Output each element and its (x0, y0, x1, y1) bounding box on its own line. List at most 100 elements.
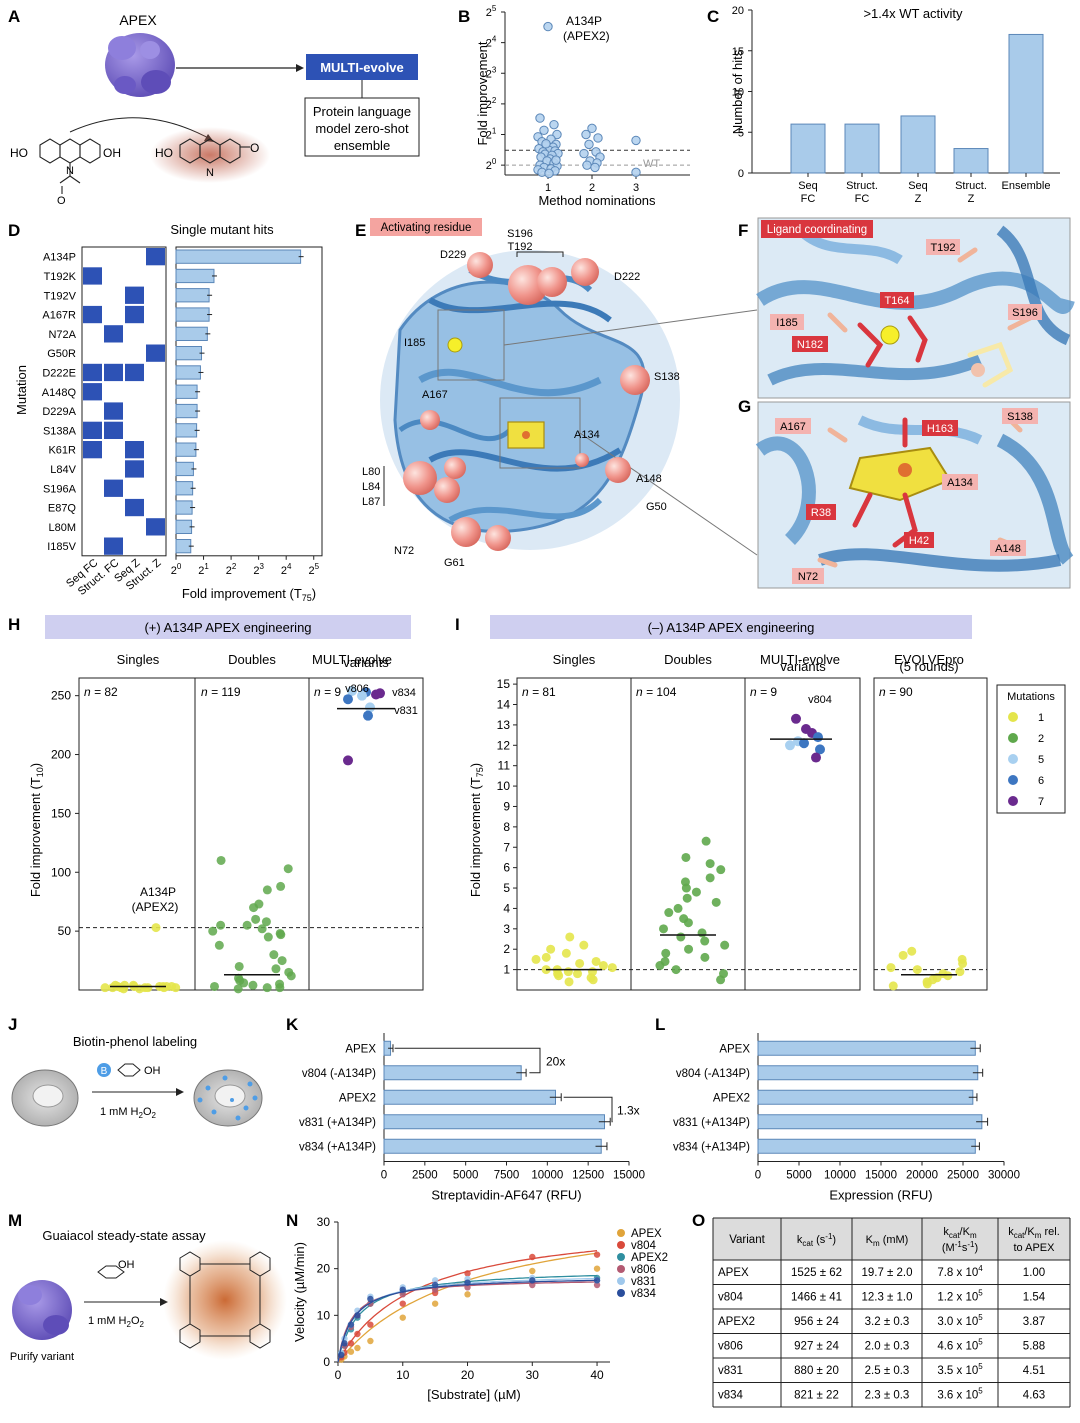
n-point-v804 (464, 1270, 471, 1277)
i-group-label: MULTI-evolve (760, 652, 840, 667)
n-legend-marker (617, 1277, 625, 1285)
i-n-label: n = 90 (879, 685, 913, 699)
i-legend-marker (1008, 712, 1018, 722)
h-singles-point (128, 980, 138, 990)
i-doubles-point (700, 952, 710, 962)
h-doubles-point (277, 956, 287, 966)
g-label-a167: A167 (780, 421, 806, 433)
h-singles-point (171, 983, 181, 993)
f-label-i185: I185 (776, 317, 797, 329)
l-row-label: v831 (+A134P) (673, 1117, 750, 1129)
i-doubles-point (681, 852, 691, 862)
b-wt-label: WT (643, 158, 660, 170)
d-heatmap-cell (104, 363, 123, 382)
l-row-label: APEX2 (713, 1092, 750, 1104)
label-s138: S138 (654, 371, 680, 383)
c-xtick-label: Seq (798, 180, 818, 192)
h-doubles-point (271, 964, 281, 974)
c-ylabel: Number of hits (730, 49, 745, 134)
n-point-v806 (593, 1281, 601, 1289)
o-cell-km: 2.0 ± 0.3 (865, 1341, 910, 1353)
d-heatmap-cell (125, 498, 144, 517)
n-xtick-label: 40 (590, 1368, 604, 1382)
i-multi-point (785, 740, 795, 751)
b-annotation-1: A134P (566, 14, 602, 28)
panel-letter-k: K (286, 1015, 299, 1034)
b-scatter-point (631, 167, 641, 178)
b-scatter-point (587, 123, 597, 134)
h-doubles-point (210, 981, 220, 991)
b-xtick-label: 1 (545, 182, 551, 194)
h-annot-2: (APEX2) (132, 900, 179, 914)
n-point-v804 (399, 1300, 406, 1307)
l-bar (757, 1040, 976, 1056)
amplex-o: O (57, 195, 66, 207)
panel-e: Activating residue (362, 218, 758, 569)
d-mutation-label: A148Q (42, 387, 77, 399)
i-evolve-point (943, 971, 953, 981)
o-cell-variant: v834 (718, 1390, 744, 1402)
panel-g-ribbons (755, 415, 1074, 572)
d-bar (175, 365, 201, 380)
n-point-v804 (593, 1251, 601, 1258)
n-xtick-label: 0 (335, 1368, 342, 1382)
resorufin-o: O (250, 141, 259, 155)
i-ytick-label: 10 (497, 779, 511, 793)
b-xtick-label: 3 (633, 182, 639, 194)
i-group-label: EVOLVEpro (894, 652, 964, 667)
n-point-v834 (347, 1321, 355, 1328)
n-legend-marker (617, 1253, 625, 1261)
cell-after-icon (193, 1069, 263, 1127)
panel-f-ribbons (756, 225, 1075, 386)
n-legend-marker (617, 1289, 625, 1297)
g-label-s138: S138 (1007, 411, 1033, 423)
o-header-rel-2: to APEX (1014, 1242, 1056, 1254)
i-singles-point (591, 956, 601, 966)
h-doubles-point (242, 920, 252, 930)
b-xlabel: Method nominations (538, 193, 656, 208)
n-point-v804 (354, 1330, 361, 1338)
h-doubles-point (249, 903, 259, 913)
k-bar (383, 1089, 556, 1105)
b-ylabel: Fold improvement (475, 41, 490, 145)
i-doubles-point (671, 965, 681, 975)
o-header-eff: kcat/Km (943, 1226, 977, 1240)
h-multi-point (357, 690, 367, 701)
i-evolve-point (958, 958, 968, 968)
h-doubles-point (263, 932, 273, 942)
k-row-label: v831 (+A134P) (299, 1117, 376, 1129)
d-bar (175, 384, 198, 399)
i-legend-marker (1008, 733, 1018, 743)
d-heatmap-cell (125, 305, 144, 324)
c-ytick-label: 10 (732, 87, 744, 99)
i-doubles-point (701, 836, 711, 846)
amplex-n: N (66, 165, 74, 177)
o-cell-variant: v804 (718, 1292, 744, 1304)
l-xtick-label: 20000 (906, 1170, 938, 1182)
n-point-v834 (338, 1351, 345, 1359)
panel-letter-f: F (738, 221, 748, 240)
i-n-label: n = 9 (750, 685, 777, 699)
d-mutation-label: D229A (42, 406, 76, 418)
i-evolve-point (955, 967, 965, 977)
d-bar (175, 249, 302, 264)
o-cell-kcat: 821 ± 22 (794, 1390, 839, 1402)
c-xtick-label: Struct. (846, 180, 878, 192)
d-title: Single mutant hits (170, 222, 274, 237)
d-mutation-label: D222E (42, 367, 76, 379)
i-legend-label: 2 (1038, 733, 1044, 745)
biotin-b-marker (97, 1063, 111, 1077)
label-d222: D222 (614, 271, 640, 283)
panel-letter-n: N (286, 1211, 298, 1230)
i-evolve-point (888, 981, 898, 991)
panel-n: 0 10 20 30 0 10 20 30 40 [Substrate] (µM) Velocity… (292, 1215, 668, 1402)
i-group-label: Singles (553, 652, 596, 667)
o-cell-kcat: 1466 ± 41 (791, 1292, 842, 1304)
d-mutation-label: E87Q (48, 503, 77, 515)
label-d229: D229 (440, 249, 466, 261)
d-bar (175, 461, 194, 477)
b-scatter-point (539, 125, 549, 136)
n-point-apex (431, 1300, 439, 1307)
panel-o: Variant kcat (s-1) Km (mM) kcat/Km(M-1s-1) k… (712, 1217, 1071, 1408)
o-header-variant: Variant (729, 1234, 765, 1246)
